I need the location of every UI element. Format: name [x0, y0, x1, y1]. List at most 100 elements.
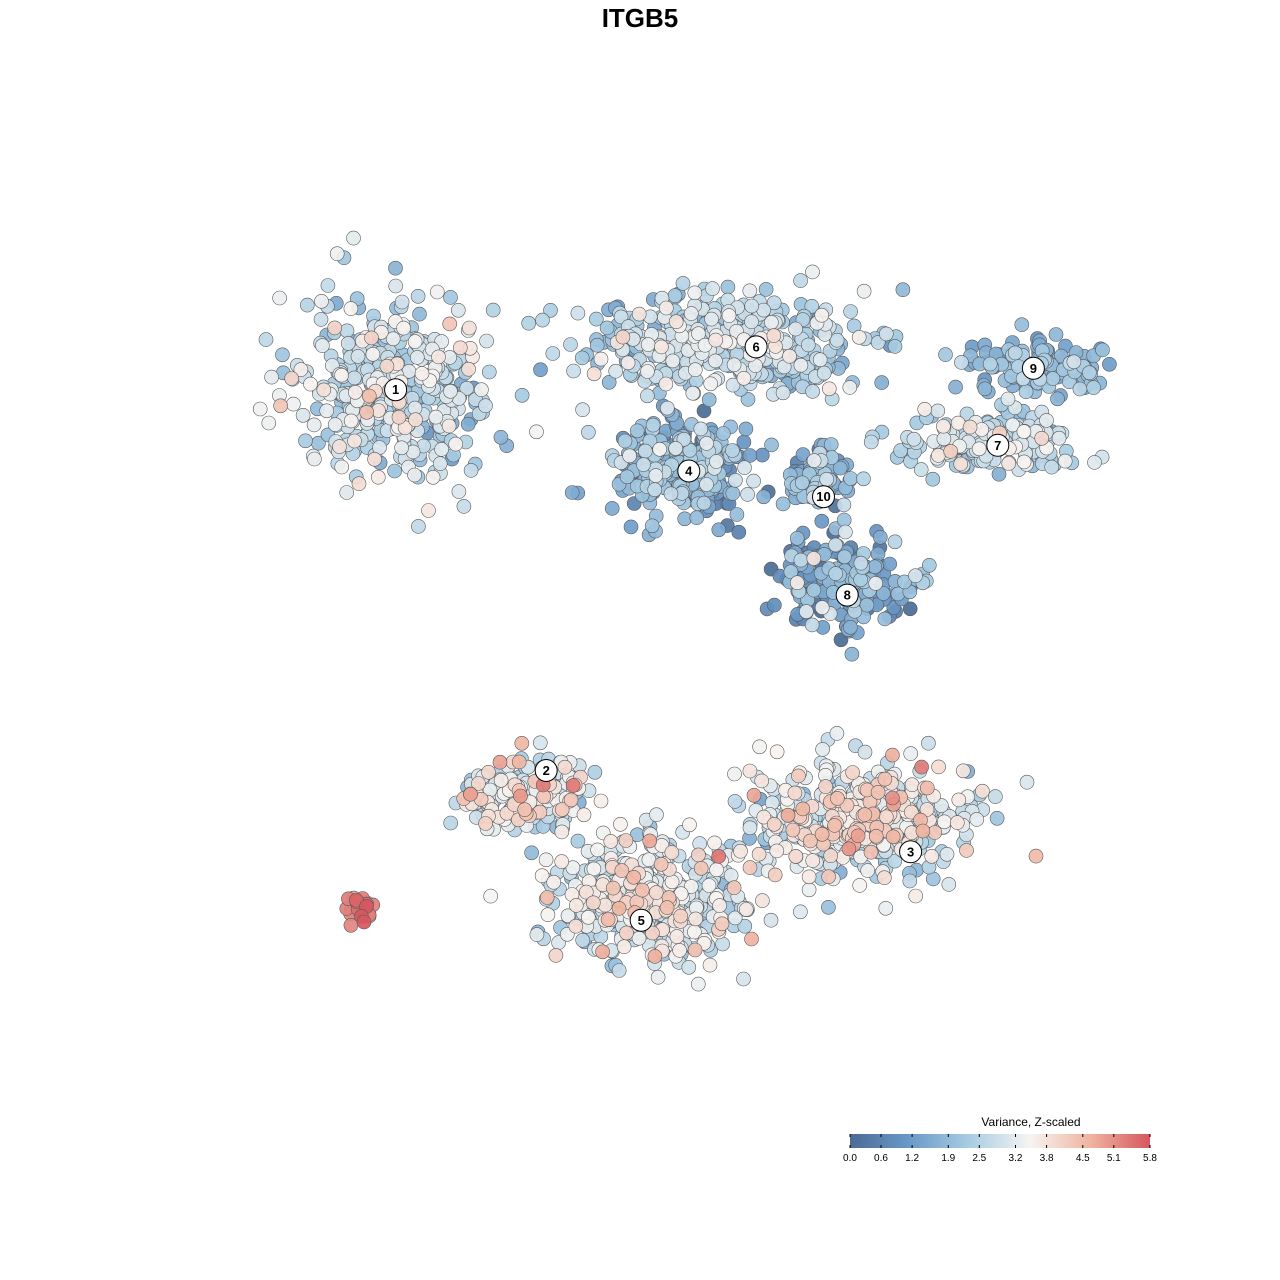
data-point — [1016, 424, 1032, 439]
data-point — [603, 834, 619, 849]
data-point — [585, 895, 601, 911]
data-point — [715, 936, 730, 952]
data-point — [307, 451, 322, 467]
data-point — [575, 932, 591, 948]
data-point — [742, 860, 758, 875]
data-point — [534, 868, 550, 884]
data-point — [619, 469, 635, 485]
data-point — [618, 833, 634, 848]
data-point — [264, 369, 279, 385]
data-point — [327, 417, 343, 432]
data-point — [665, 353, 681, 369]
data-point — [511, 754, 527, 770]
data-point — [652, 441, 668, 457]
legend-tick-label: 5.1 — [1107, 1153, 1121, 1164]
data-point — [746, 473, 761, 489]
data-point — [742, 448, 758, 463]
data-point — [659, 400, 675, 416]
data-point — [723, 868, 739, 883]
cluster-label-10: 10 — [812, 485, 835, 509]
data-point — [513, 788, 528, 804]
data-point — [329, 246, 345, 261]
data-point — [560, 908, 576, 924]
data-point — [742, 283, 758, 299]
data-point — [868, 576, 884, 591]
data-point — [913, 462, 929, 477]
legend-tick-label: 0.0 — [843, 1153, 857, 1164]
data-point — [795, 801, 811, 817]
legend-tick-label: 1.2 — [905, 1153, 919, 1164]
data-point — [708, 353, 723, 369]
data-point — [821, 899, 836, 915]
data-point — [391, 409, 407, 425]
data-point — [783, 564, 799, 580]
data-point — [728, 472, 743, 488]
data-point — [485, 302, 501, 318]
data-point — [712, 898, 727, 913]
data-point — [645, 417, 661, 433]
data-point — [1001, 456, 1017, 471]
data-point — [859, 597, 875, 613]
data-point — [828, 537, 843, 553]
data-point — [843, 471, 859, 486]
points-layer — [252, 230, 1117, 992]
data-point — [517, 802, 533, 818]
data-point — [450, 302, 466, 318]
data-point — [740, 392, 756, 407]
data-point — [877, 771, 893, 787]
data-point — [532, 735, 548, 751]
data-point — [356, 914, 372, 930]
data-point — [379, 358, 395, 374]
data-point — [545, 346, 561, 361]
data-point — [687, 285, 703, 301]
data-point — [829, 726, 845, 741]
data-point — [878, 900, 894, 916]
legend-ticks: 0.0 0.6 1.2 1.9 2.5 3.2 3.8 4.5 5.1 5.8 — [843, 1134, 1157, 1164]
data-point — [640, 388, 655, 404]
data-point — [1087, 455, 1102, 470]
data-point — [795, 447, 811, 462]
data-point — [613, 816, 628, 832]
data-point — [897, 574, 912, 590]
data-point — [988, 789, 1003, 804]
data-point — [737, 918, 753, 934]
data-point — [640, 337, 656, 352]
data-point — [726, 357, 742, 373]
data-point — [705, 281, 720, 296]
data-point — [877, 611, 893, 627]
data-point — [581, 424, 596, 440]
data-point — [687, 362, 703, 378]
data-point — [334, 459, 350, 475]
data-point — [828, 566, 844, 581]
data-point — [452, 340, 468, 356]
data-point — [284, 371, 299, 386]
data-point — [540, 907, 556, 923]
data-point — [711, 849, 727, 864]
data-point — [461, 361, 476, 377]
data-point — [557, 759, 573, 775]
data-point — [471, 776, 486, 791]
data-point — [394, 294, 410, 310]
data-point — [874, 375, 890, 390]
data-point — [691, 847, 706, 863]
data-point — [608, 363, 624, 379]
data-point — [543, 302, 558, 318]
legend-tick-label: 2.5 — [972, 1153, 986, 1164]
data-point — [524, 845, 539, 861]
data-point — [460, 416, 476, 432]
data-point — [443, 290, 458, 305]
data-point — [788, 849, 804, 864]
cluster-label-1: 1 — [384, 378, 408, 402]
data-point — [803, 833, 818, 849]
data-point — [568, 918, 584, 934]
data-point — [619, 925, 634, 941]
data-point — [663, 486, 679, 502]
data-point — [428, 409, 444, 425]
data-point — [1086, 380, 1101, 395]
data-point — [775, 496, 791, 512]
data-point — [691, 326, 706, 342]
data-point — [814, 307, 830, 323]
data-point — [673, 908, 689, 924]
data-point — [533, 362, 548, 378]
data-point — [789, 575, 805, 591]
